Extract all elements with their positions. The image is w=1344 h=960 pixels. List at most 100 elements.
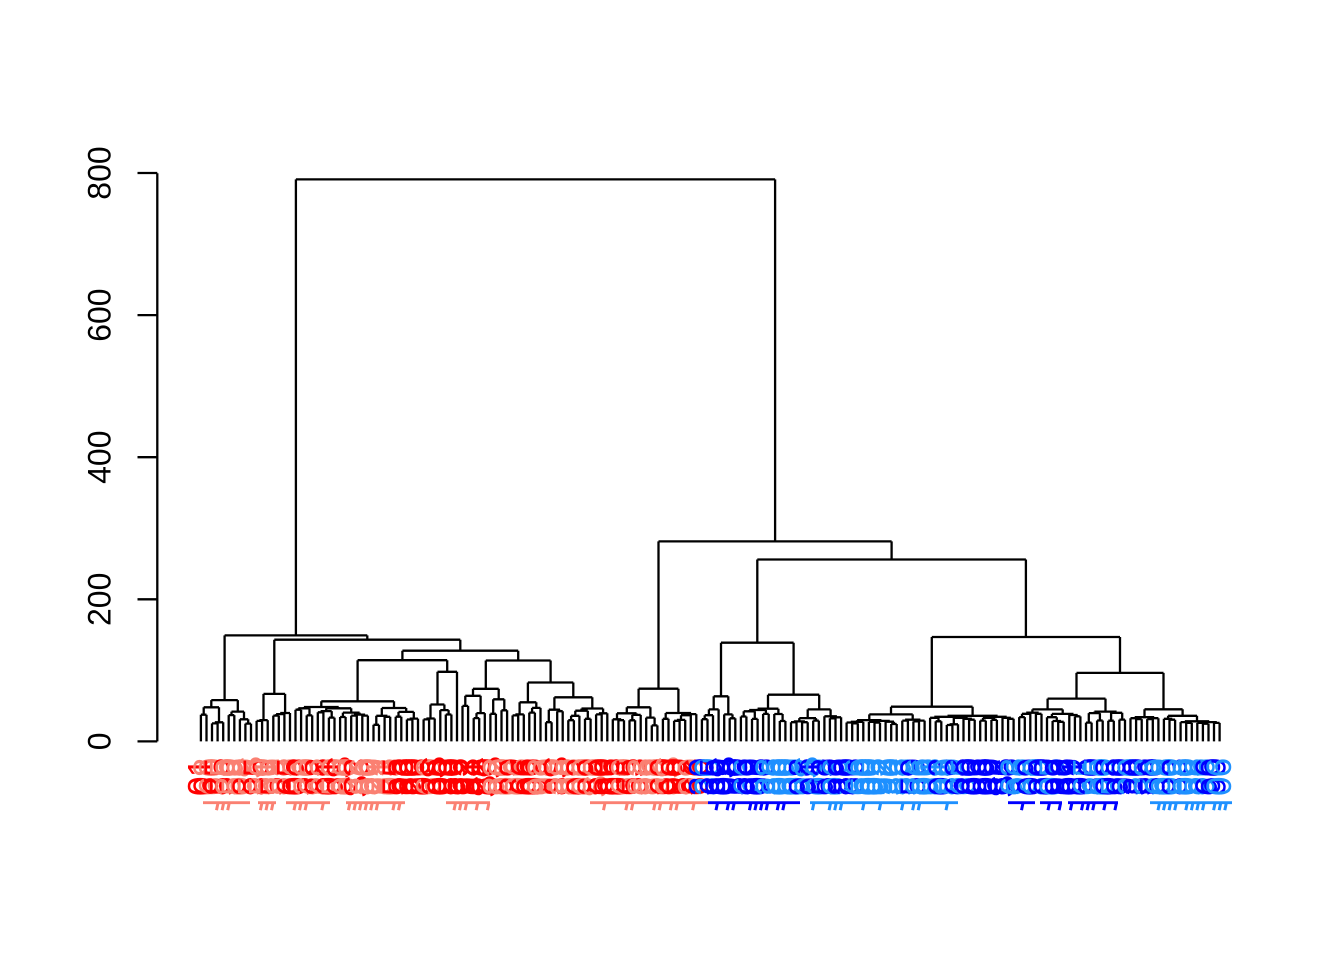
svg-text:0: 0 (82, 733, 118, 751)
svg-text:3: 3 (827, 777, 866, 796)
svg-text:6: 6 (410, 777, 449, 796)
svg-text:5: 5 (1122, 777, 1161, 796)
svg-text:S: S (465, 775, 504, 798)
svg-text:9: 9 (354, 758, 393, 777)
svg-text:0: 0 (566, 777, 605, 796)
svg-text:0: 0 (1061, 777, 1100, 796)
svg-text:0: 0 (688, 758, 727, 777)
svg-text:5: 5 (365, 777, 404, 796)
svg-text:2: 2 (977, 758, 1016, 777)
svg-text:8: 8 (298, 758, 337, 777)
svg-text:6: 6 (1189, 777, 1228, 796)
svg-text:9: 9 (671, 758, 710, 777)
svg-text:5: 5 (593, 758, 632, 777)
svg-text:5: 5 (1161, 777, 1200, 796)
svg-text:0: 0 (181, 777, 220, 796)
svg-text:2: 2 (354, 777, 393, 796)
svg-text:3: 3 (365, 758, 404, 777)
svg-text:5: 5 (766, 777, 805, 796)
svg-text:0: 0 (287, 758, 326, 777)
svg-text:0: 0 (766, 758, 805, 777)
svg-text:8: 8 (187, 758, 226, 777)
svg-text:0: 0 (499, 777, 538, 796)
svg-text:0: 0 (855, 777, 894, 796)
svg-text:0: 0 (326, 758, 365, 777)
svg-text:9: 9 (810, 777, 849, 796)
svg-text:0: 0 (1150, 758, 1189, 777)
svg-text:8: 8 (749, 758, 788, 777)
svg-text:0: 0 (593, 777, 632, 796)
svg-text:8: 8 (1128, 758, 1167, 777)
svg-text:9: 9 (1183, 777, 1222, 796)
svg-text:9: 9 (916, 777, 955, 796)
svg-text:6: 6 (1067, 777, 1106, 796)
svg-text:6: 6 (1044, 758, 1083, 777)
svg-text:5: 5 (376, 777, 415, 796)
svg-text:0: 0 (922, 777, 961, 796)
svg-text:6: 6 (1200, 758, 1239, 777)
svg-text:9: 9 (989, 777, 1028, 796)
svg-text:9: 9 (894, 758, 933, 777)
svg-text:3: 3 (293, 758, 332, 777)
svg-text:5: 5 (738, 758, 777, 777)
svg-text:9: 9 (861, 777, 900, 796)
svg-text:8: 8 (621, 777, 660, 796)
svg-text:0: 0 (1050, 777, 1089, 796)
svg-text:9: 9 (360, 777, 399, 796)
svg-text:8: 8 (933, 777, 972, 796)
svg-text:0: 0 (554, 777, 593, 796)
svg-text:5: 5 (666, 777, 705, 796)
svg-text:6: 6 (838, 758, 877, 777)
svg-text:6: 6 (387, 777, 426, 796)
svg-text:8: 8 (1055, 777, 1094, 796)
svg-text:5: 5 (844, 777, 883, 796)
svg-text:0: 0 (682, 758, 721, 777)
svg-text:5: 5 (610, 758, 649, 777)
svg-text:9: 9 (655, 777, 694, 796)
svg-text:5: 5 (204, 758, 243, 777)
svg-text:9: 9 (733, 777, 772, 796)
svg-text:2: 2 (866, 758, 905, 777)
svg-text:9: 9 (482, 777, 521, 796)
svg-text:6: 6 (677, 758, 716, 777)
svg-text:6: 6 (727, 758, 766, 777)
svg-text:9: 9 (1195, 777, 1234, 796)
svg-text:9: 9 (1100, 777, 1139, 796)
svg-text:5: 5 (432, 777, 471, 796)
svg-text:3: 3 (632, 777, 671, 796)
svg-text:3: 3 (1128, 777, 1167, 796)
svg-text:S: S (471, 756, 510, 779)
svg-text:0: 0 (326, 777, 365, 796)
svg-text:6: 6 (816, 758, 855, 777)
svg-text:3: 3 (888, 777, 927, 796)
svg-text:3: 3 (922, 758, 961, 777)
svg-text:0: 0 (738, 777, 777, 796)
svg-text:9: 9 (888, 758, 927, 777)
svg-text:0: 0 (421, 777, 460, 796)
svg-text:2: 2 (861, 758, 900, 777)
svg-text:1: 1 (454, 758, 493, 777)
svg-text:6: 6 (755, 758, 794, 777)
svg-text:8: 8 (259, 777, 298, 796)
svg-text:9: 9 (710, 777, 749, 796)
svg-text:3: 3 (688, 777, 727, 796)
svg-text:0: 0 (1011, 777, 1050, 796)
svg-text:6: 6 (1183, 758, 1222, 777)
svg-text:5: 5 (376, 758, 415, 777)
svg-text:9: 9 (1011, 758, 1050, 777)
svg-text:3: 3 (287, 777, 326, 796)
svg-text:0: 0 (643, 758, 682, 777)
svg-text:S: S (983, 775, 1022, 798)
svg-text:0: 0 (515, 777, 554, 796)
svg-text:8: 8 (265, 777, 304, 796)
svg-text:0: 0 (220, 777, 259, 796)
svg-text:9: 9 (493, 758, 532, 777)
svg-text:0: 0 (1089, 777, 1128, 796)
svg-text:8: 8 (699, 777, 738, 796)
svg-text:9: 9 (638, 777, 677, 796)
svg-text:2: 2 (443, 758, 482, 777)
svg-text:6: 6 (510, 758, 549, 777)
svg-text:9: 9 (1028, 758, 1067, 777)
svg-text:0: 0 (465, 758, 504, 777)
svg-text:3: 3 (1094, 758, 1133, 777)
